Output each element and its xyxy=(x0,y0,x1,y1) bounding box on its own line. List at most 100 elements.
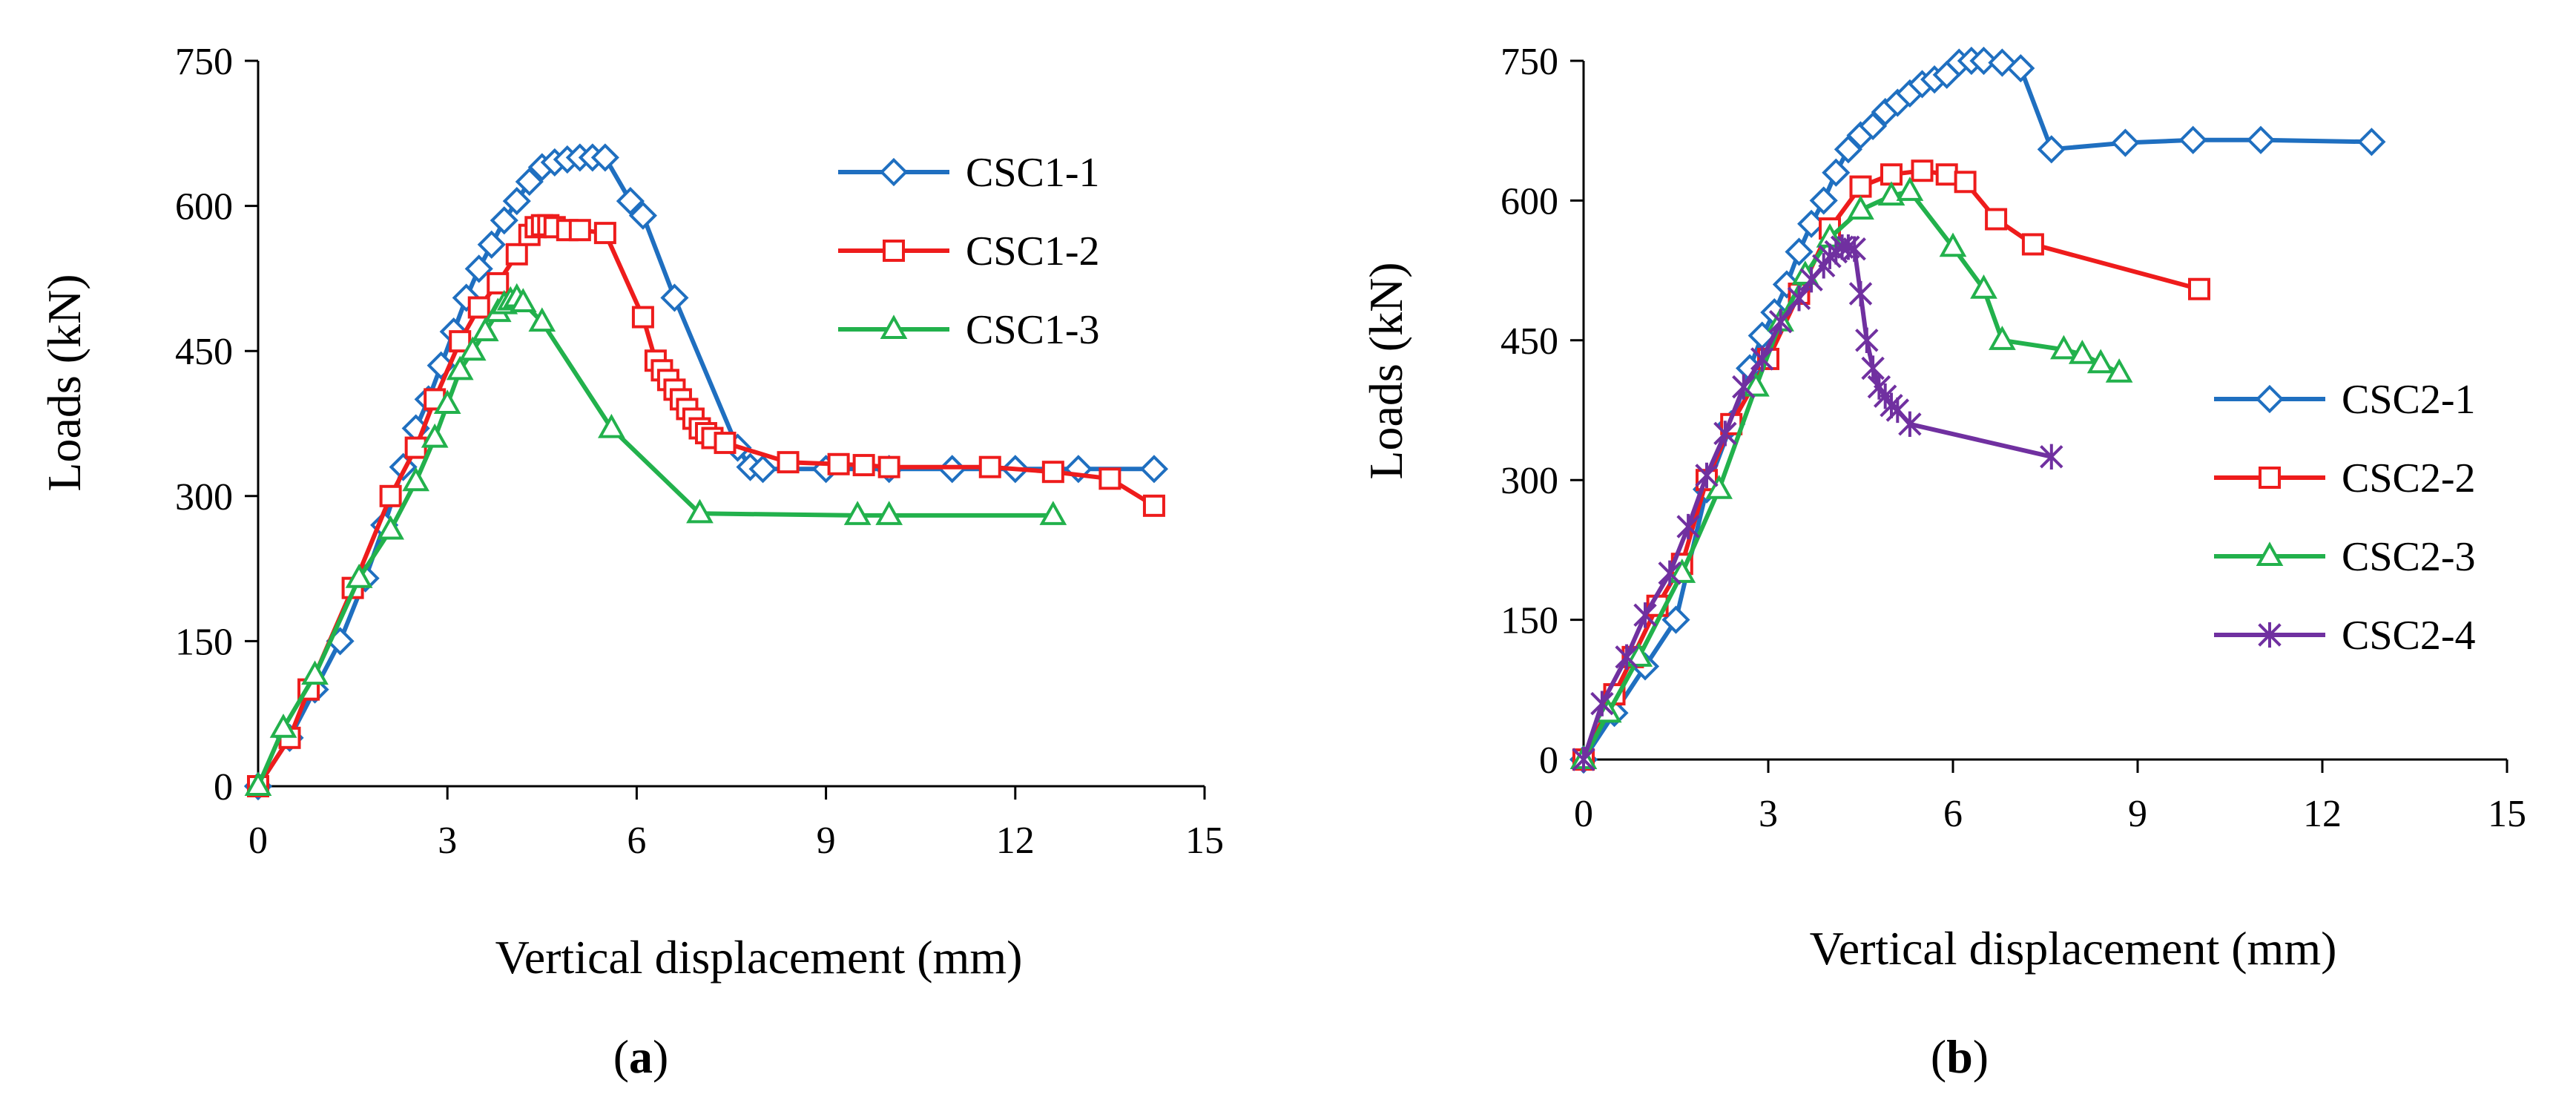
data-point xyxy=(244,771,272,797)
series-line xyxy=(1581,168,2200,761)
data-point xyxy=(2246,125,2276,154)
data-point xyxy=(2188,277,2210,300)
data-point xyxy=(509,288,537,313)
x-tick-label: 3 xyxy=(438,820,457,862)
data-point xyxy=(875,501,903,525)
data-point xyxy=(1880,163,1903,186)
tick-labels-a: 0 150 300 450 600 750 0 3 6 9 12 15 xyxy=(175,41,1224,862)
data-point xyxy=(464,254,493,283)
data-point xyxy=(593,222,616,245)
data-point xyxy=(616,187,645,216)
legend-entry: CSC2-1 xyxy=(2214,377,2476,423)
data-point xyxy=(1970,274,1997,299)
legend-entry: CSC1-2 xyxy=(838,228,1100,274)
data-point xyxy=(1625,642,1653,667)
axes-a xyxy=(245,59,1206,800)
data-point xyxy=(1847,195,1874,220)
series-csc1-3 xyxy=(244,283,1067,797)
legend-marker xyxy=(2256,541,2284,567)
data-point xyxy=(1849,175,1872,198)
data-point xyxy=(1898,411,1922,437)
data-point xyxy=(458,336,487,361)
x-tick-label: 0 xyxy=(1574,793,1593,835)
legend-entry: CSC2-3 xyxy=(2214,534,2476,580)
data-point xyxy=(1572,746,1595,773)
chart-panel-a: 0 150 300 450 600 750 0 3 6 9 12 15 Loads (kN) Vert… xyxy=(38,41,1224,1083)
data-point xyxy=(1705,475,1733,499)
y-tick-label: 450 xyxy=(175,331,233,373)
data-point xyxy=(1695,462,1719,489)
data-point xyxy=(1633,602,1657,628)
tick-labels-b: 0 150 300 450 600 750 0 3 6 9 12 15 xyxy=(1501,41,2526,835)
data-point xyxy=(2050,335,2078,360)
data-point xyxy=(1713,421,1737,447)
series-line xyxy=(1581,188,2121,761)
data-point xyxy=(1039,501,1067,525)
y-tick-label: 0 xyxy=(214,766,233,808)
xlabel-a: Vertical displacement (mm) xyxy=(495,931,1023,984)
y-tick-label: 150 xyxy=(175,621,233,663)
data-point xyxy=(1098,467,1121,490)
data-point xyxy=(301,660,329,685)
data-point xyxy=(1142,494,1165,517)
data-point xyxy=(490,206,518,235)
legend-label: CSC1-1 xyxy=(966,150,1100,196)
legend-marker xyxy=(2258,622,2282,648)
data-point xyxy=(1842,236,1866,262)
data-point xyxy=(1834,135,1862,164)
data-point xyxy=(433,389,461,414)
data-point xyxy=(628,201,657,230)
legend-a: CSC1-1 CSC1-2 CSC1-3 xyxy=(838,150,1100,353)
data-point xyxy=(2178,125,2207,154)
data-point xyxy=(1848,280,1873,307)
y-tick-label: 750 xyxy=(175,41,233,83)
data-point xyxy=(1989,326,2016,350)
data-point xyxy=(402,467,430,492)
y-tick-label: 600 xyxy=(1501,180,1558,223)
data-point xyxy=(2357,128,2386,157)
legend-marker xyxy=(2259,467,2281,489)
data-point xyxy=(377,515,405,540)
data-point xyxy=(2037,135,2066,164)
data-point xyxy=(467,296,490,319)
data-point xyxy=(2006,53,2035,83)
y-tick-label: 150 xyxy=(1501,600,1558,642)
caption-b: (b) xyxy=(1931,1030,1989,1083)
data-point xyxy=(1877,181,1905,206)
data-point xyxy=(1822,158,1851,187)
data-point xyxy=(827,452,850,475)
data-point xyxy=(471,317,499,342)
data-point xyxy=(877,455,900,478)
x-tick-label: 3 xyxy=(1759,793,1778,835)
caption-a: (a) xyxy=(613,1030,669,1083)
legend-marker xyxy=(879,157,909,187)
series-line xyxy=(1581,245,2052,760)
data-point xyxy=(505,243,528,266)
data-point xyxy=(1785,237,1814,266)
data-point xyxy=(1658,560,1681,586)
legend-label: CSC2-1 xyxy=(2342,377,2476,423)
legend-label: CSC2-2 xyxy=(2342,455,2476,501)
data-point xyxy=(345,563,373,588)
data-point xyxy=(1732,374,1756,400)
data-point xyxy=(631,306,654,329)
legend-label: CSC1-3 xyxy=(966,307,1100,353)
series-csc1-2 xyxy=(247,214,1165,797)
data-point xyxy=(1809,186,1838,215)
data-point xyxy=(421,423,449,448)
data-point xyxy=(1896,177,1924,201)
data-point xyxy=(2105,358,2133,383)
data-point xyxy=(1855,327,1879,353)
x-tick-label: 9 xyxy=(2128,793,2147,835)
x-tick-label: 12 xyxy=(2303,793,2342,835)
data-point xyxy=(777,451,800,474)
data-point xyxy=(2068,339,2096,364)
data-point xyxy=(714,432,737,455)
series-layer-b xyxy=(1569,46,2386,774)
data-point xyxy=(660,283,689,312)
ylabel-b: Loads (kN) xyxy=(1360,262,1412,479)
legend-marker xyxy=(880,314,908,340)
legend-b: CSC2-1 CSC2-2 CSC2-3 CSC2-4 xyxy=(2214,377,2476,659)
x-tick-label: 15 xyxy=(1185,820,1224,862)
